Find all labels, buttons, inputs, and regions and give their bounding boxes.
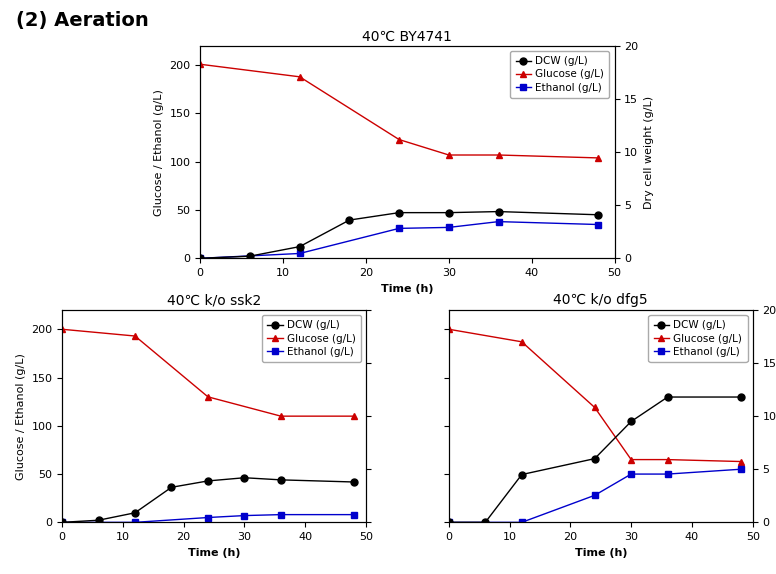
Legend: DCW (g/L), Glucose (g/L), Ethanol (g/L): DCW (g/L), Glucose (g/L), Ethanol (g/L) <box>262 315 361 362</box>
X-axis label: Time (h): Time (h) <box>188 548 241 557</box>
Legend: DCW (g/L), Glucose (g/L), Ethanol (g/L): DCW (g/L), Glucose (g/L), Ethanol (g/L) <box>649 315 747 362</box>
Legend: DCW (g/L), Glucose (g/L), Ethanol (g/L): DCW (g/L), Glucose (g/L), Ethanol (g/L) <box>511 51 609 98</box>
Y-axis label: Dry cell weight (g/L): Dry cell weight (g/L) <box>644 95 654 209</box>
Y-axis label: Glucose / Ethanol (g/L): Glucose / Ethanol (g/L) <box>154 88 164 216</box>
Text: (2) Aeration: (2) Aeration <box>16 11 148 30</box>
Title: 40℃ BY4741: 40℃ BY4741 <box>362 29 452 44</box>
Title: 40℃ k/o dfg5: 40℃ k/o dfg5 <box>553 293 648 308</box>
X-axis label: Time (h): Time (h) <box>381 284 434 293</box>
X-axis label: Time (h): Time (h) <box>574 548 627 557</box>
Y-axis label: Glucose / Ethanol (g/L): Glucose / Ethanol (g/L) <box>16 352 26 480</box>
Title: 40℃ k/o ssk2: 40℃ k/o ssk2 <box>167 293 262 308</box>
